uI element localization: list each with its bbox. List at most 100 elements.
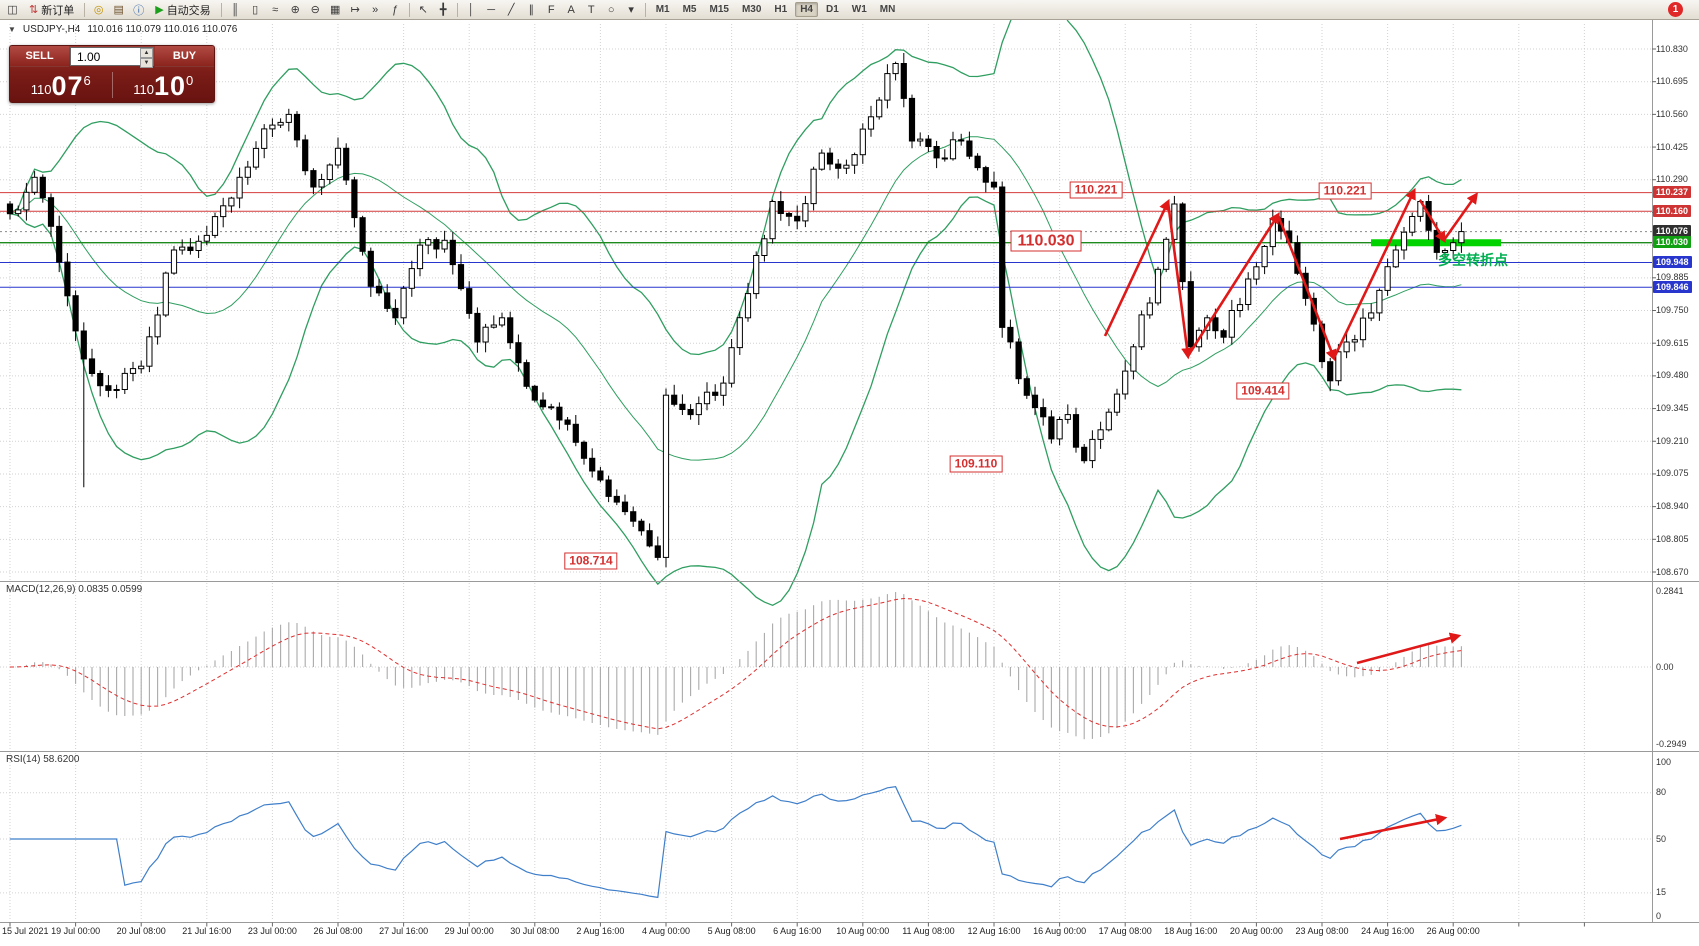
grid xyxy=(0,24,1652,921)
price-callout[interactable]: 110.221 xyxy=(1318,182,1372,200)
trend-arrow-annotations[interactable] xyxy=(1103,187,1478,841)
crosshair-button[interactable]: ╋ xyxy=(434,1,453,18)
tile-windows-button[interactable]: ▦ xyxy=(326,1,345,18)
axis-ticks xyxy=(9,48,1656,927)
time-axis-label: 16 Aug 00:00 xyxy=(1033,926,1087,936)
time-axis[interactable]: 15 Jul 2021 19 Jul 00:00 20 Jul 08:00 21 Ju… xyxy=(0,924,1652,944)
timeframe-d1-button[interactable]: D1 xyxy=(826,4,839,15)
time-axis-label: 20 Aug 00:00 xyxy=(1229,926,1283,936)
zoom-in-button[interactable]: ⊕ xyxy=(286,1,305,18)
timeframe-h1-button[interactable]: H1 xyxy=(774,4,788,15)
price-axis-label: 108.805 xyxy=(1656,533,1689,544)
cursor-button[interactable]: ↖ xyxy=(414,1,433,18)
price-callout[interactable]: 108.714 xyxy=(564,552,618,570)
notification-badge[interactable]: 1 xyxy=(1668,2,1683,17)
toolbar-separator xyxy=(644,2,646,17)
time-axis-label: 26 Aug 00:00 xyxy=(1426,926,1480,936)
autotrading-icon: ▶ xyxy=(155,4,164,16)
chart-symbol-info: ▼ USDJPY-,H4 110.016 110.079 110.016 110… xyxy=(8,24,237,35)
volume-steppers: ▲ ▼ xyxy=(140,48,153,68)
timeframe-m30-button[interactable]: M30 xyxy=(741,4,762,15)
arrows-tool-button[interactable]: ▾ xyxy=(622,1,641,18)
shapes-tool-button[interactable]: ○ xyxy=(602,1,621,18)
price-axis-label: 109.750 xyxy=(1656,305,1689,315)
timeframe-mn-button[interactable]: MN xyxy=(879,4,896,15)
timeframe-h4-button[interactable]: H4 xyxy=(795,2,818,17)
rsi-axis-label: 0 xyxy=(1656,910,1662,921)
trendline-tool-button[interactable]: ╱ xyxy=(502,1,521,18)
time-axis-label: 4 Aug 00:00 xyxy=(641,926,691,936)
price-axis[interactable]: 110.830 110.695 110.560 110.425 110.290 110.1… xyxy=(1653,0,1699,946)
cursor-icon: ↖ xyxy=(418,4,428,16)
price-axis-label: 109.480 xyxy=(1656,370,1689,381)
fibonacci-tool-button[interactable]: F xyxy=(542,1,561,18)
indicators-icon: ƒ xyxy=(392,3,399,16)
data-window-button[interactable]: ⓘ xyxy=(129,1,148,18)
volume-down-button[interactable]: ▼ xyxy=(140,58,153,68)
sell-price[interactable]: 110 07 6 xyxy=(10,69,112,100)
candle-chart-mode-button[interactable]: ▯ xyxy=(246,1,265,18)
rsi-axis-label: 50 xyxy=(1656,833,1667,844)
sell-price-big: 07 xyxy=(51,71,84,101)
buy-button[interactable]: BUY xyxy=(155,46,214,67)
time-axis-label: 11 Aug 08:00 xyxy=(902,926,955,936)
price-axis-label: 110.290 xyxy=(1656,174,1688,185)
chinese-annotation-text[interactable]: 多空转折点 xyxy=(1438,252,1508,268)
arrows-tool-icon: ▾ xyxy=(628,4,634,16)
chart-shift-button[interactable]: » xyxy=(366,1,385,18)
channel-tool-button[interactable]: ∥ xyxy=(522,1,541,18)
auto-scroll-button[interactable]: ↦ xyxy=(346,1,365,18)
auto-scroll-icon: ↦ xyxy=(350,4,360,16)
trendline-tool-icon: ╱ xyxy=(507,4,515,16)
bar-chart-mode-button[interactable]: ║ xyxy=(226,1,245,18)
sell-button[interactable]: SELL xyxy=(10,46,69,67)
horizontal-line-tool-button[interactable]: ─ xyxy=(482,1,501,18)
price-callout[interactable]: 110.030 xyxy=(1010,230,1082,252)
timeframe-m1-button[interactable]: M1 xyxy=(655,4,670,15)
buy-price-main: 110 xyxy=(133,82,154,97)
time-axis-label: 5 Aug 08:00 xyxy=(707,926,756,936)
price-callout[interactable]: 110.221 xyxy=(1069,181,1123,199)
new-order-button[interactable]: ⇅ 新订单 xyxy=(23,1,80,18)
timeframe-w1-button[interactable]: W1 xyxy=(851,4,867,15)
market-watch-button[interactable]: ▤ xyxy=(109,1,128,18)
time-axis-label: 23 Jul 00:00 xyxy=(247,926,297,936)
volume-input[interactable]: 1.00 ▲ ▼ xyxy=(70,47,154,68)
buy-price-big: 10 xyxy=(153,71,187,101)
bollinger-lower xyxy=(9,196,1462,607)
time-axis-label: 21 Jul 16:00 xyxy=(182,926,232,936)
price-divider xyxy=(111,71,113,98)
rsi-axis-label: 80 xyxy=(1656,787,1667,798)
zoom-out-button[interactable]: ⊖ xyxy=(306,1,325,18)
time-axis-label: 29 Jul 00:00 xyxy=(444,926,494,936)
timeframe-m5-button[interactable]: M5 xyxy=(682,4,697,15)
time-axis-label: 24 Aug 16:00 xyxy=(1361,926,1415,936)
horizontal-line-tool-icon: ─ xyxy=(487,3,496,16)
ohlc-values: 110.016 110.079 110.016 110.076 xyxy=(87,24,238,35)
price-callout[interactable]: 109.110 xyxy=(949,455,1003,473)
price-axis-label: 109.345 xyxy=(1656,403,1689,414)
price-callout[interactable]: 109.414 xyxy=(1236,382,1290,400)
buy-price[interactable]: 110 10 0 xyxy=(113,69,215,100)
chart-shift-icon: » xyxy=(372,3,379,16)
pane-separators[interactable] xyxy=(0,20,1699,923)
new-chart-button[interactable]: ◫ xyxy=(3,1,22,18)
time-axis-label: 17 Aug 08:00 xyxy=(1098,926,1152,936)
macd-axis-label: -0.2949 xyxy=(1656,739,1687,750)
vertical-line-tool-button[interactable]: │ xyxy=(462,1,481,18)
indicators-button[interactable]: ƒ xyxy=(386,1,405,18)
price-chip: 110.237 xyxy=(1653,186,1692,199)
line-chart-mode-button[interactable]: ≈ xyxy=(266,1,285,18)
text-tool-button[interactable]: A xyxy=(562,1,581,18)
autotrading-button[interactable]: ▶ 自动交易 xyxy=(149,1,216,18)
chart-marker-icon: ▼ xyxy=(8,25,16,34)
label-tool-button[interactable]: T xyxy=(582,1,601,18)
sell-price-main: 110 xyxy=(30,82,52,97)
time-axis-label: 10 Aug 00:00 xyxy=(836,926,890,936)
timeframe-m15-button[interactable]: M15 xyxy=(709,4,729,15)
price-axis-label: 109.615 xyxy=(1656,337,1689,348)
compass-button[interactable]: ◎ xyxy=(89,1,108,18)
volume-up-button[interactable]: ▲ xyxy=(140,48,153,58)
